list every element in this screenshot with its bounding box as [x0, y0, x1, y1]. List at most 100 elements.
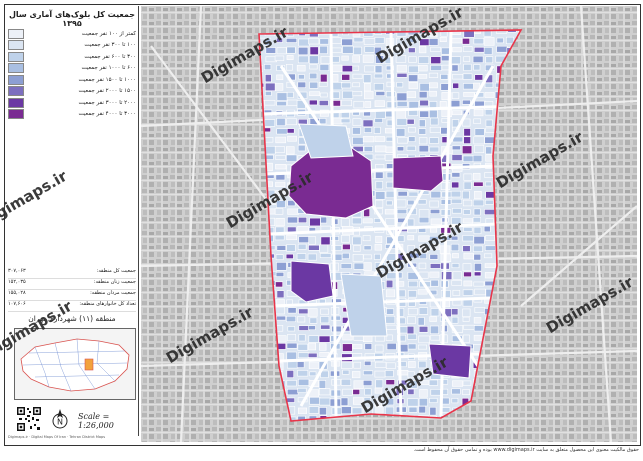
population-block	[408, 74, 419, 82]
legend-swatch	[8, 40, 24, 51]
population-block	[375, 191, 386, 200]
population-block	[297, 387, 307, 393]
population-block	[485, 218, 494, 224]
legend-class-label: ۱۰۰ تا ۳۰۰ نفر جمعیت	[84, 42, 136, 49]
population-block	[275, 164, 287, 170]
population-block	[463, 227, 473, 232]
population-block	[418, 91, 428, 99]
population-block	[407, 388, 415, 395]
population-block	[395, 55, 407, 63]
population-block	[342, 243, 351, 250]
population-block	[418, 119, 426, 128]
population-block	[483, 47, 493, 55]
population-block	[439, 101, 447, 108]
population-block	[308, 361, 320, 369]
population-block	[396, 92, 408, 102]
population-block	[484, 82, 494, 88]
population-block	[353, 46, 362, 55]
population-block	[352, 91, 363, 97]
population-block	[341, 38, 353, 46]
population-block	[287, 326, 296, 332]
population-block	[418, 209, 430, 218]
location-inset-map	[14, 328, 136, 400]
legend-class: کمتر از ۱۰۰ نفر جمعیت	[8, 28, 136, 40]
population-block	[287, 135, 297, 142]
population-block	[274, 234, 285, 241]
population-block	[342, 90, 354, 99]
population-block	[309, 396, 321, 405]
population-block	[452, 380, 463, 387]
population-block	[385, 91, 396, 98]
population-block	[320, 225, 331, 231]
population-block	[462, 218, 474, 224]
population-block	[285, 253, 294, 259]
population-block	[308, 342, 316, 351]
population-block	[298, 74, 305, 80]
map-canvas[interactable]: Digimaps.ir Digimaps.ir Digimaps.ir Digi…	[141, 6, 637, 442]
population-block	[374, 370, 386, 378]
population-block	[406, 91, 416, 98]
population-block	[441, 271, 453, 280]
population-block	[484, 245, 496, 251]
population-block	[362, 54, 374, 63]
population-block	[385, 262, 393, 269]
population-block	[429, 126, 441, 133]
population-block	[296, 253, 307, 260]
population-block	[451, 398, 459, 404]
population-block	[484, 109, 494, 116]
population-block	[296, 361, 305, 368]
population-block	[397, 235, 405, 242]
population-block	[418, 252, 427, 260]
population-block	[276, 128, 288, 135]
population-block	[450, 235, 459, 241]
population-block	[473, 271, 482, 277]
population-block	[419, 110, 429, 118]
population-block	[385, 334, 393, 341]
legend-swatch	[8, 97, 24, 108]
population-block	[462, 235, 474, 242]
population-block	[351, 217, 362, 225]
population-block	[362, 136, 375, 143]
population-block	[408, 65, 419, 73]
population-block	[462, 334, 470, 343]
population-block	[474, 128, 485, 136]
population-block	[451, 181, 460, 189]
legend-class: ۲۰۰۰ تا ۳۰۰۰ نفر جمعیت	[8, 97, 136, 109]
population-block	[341, 55, 349, 61]
population-block	[452, 289, 461, 296]
population-block	[463, 324, 475, 330]
legend-class: ۱۰۰۰ تا ۱۵۰۰ نفر جمعیت	[8, 74, 136, 86]
population-block	[463, 271, 472, 278]
population-block	[462, 380, 472, 386]
population-block	[274, 146, 285, 153]
population-block	[374, 361, 387, 368]
population-block	[286, 397, 295, 403]
population-block	[274, 83, 284, 91]
population-block	[308, 244, 320, 251]
population-block	[397, 45, 405, 52]
population-block	[450, 37, 463, 44]
population-block	[419, 83, 430, 92]
population-block	[417, 289, 428, 295]
population-block	[364, 360, 372, 366]
population-block	[451, 316, 459, 324]
population-block	[440, 30, 448, 37]
population-block	[384, 209, 395, 215]
population-block	[473, 46, 485, 53]
population-block	[375, 91, 386, 96]
population-block	[286, 351, 297, 360]
population-block	[298, 46, 309, 56]
population-block	[407, 398, 419, 407]
legend-class: ۱۰۰ تا ۳۰۰ نفر جمعیت	[8, 40, 136, 52]
population-block	[428, 82, 438, 89]
population-block	[297, 378, 310, 386]
population-block	[297, 316, 306, 323]
population-block	[484, 92, 495, 98]
population-block	[352, 136, 364, 145]
population-block	[429, 263, 441, 269]
population-block	[287, 307, 297, 314]
population-block	[286, 380, 297, 387]
population-block	[297, 55, 309, 64]
population-block	[428, 379, 438, 386]
population-block	[451, 172, 461, 178]
